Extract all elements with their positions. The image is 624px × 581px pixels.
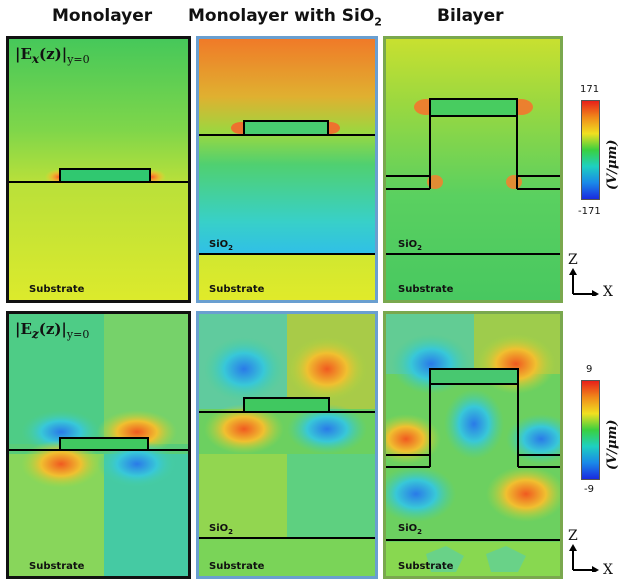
sio2-label: SiO2 xyxy=(209,239,234,252)
axis-x-label: X xyxy=(603,562,613,578)
axis-arrows-icon xyxy=(569,268,599,296)
substrate-label: Substrate xyxy=(29,284,85,295)
field-label-ez: |Ez(z)|y=0 xyxy=(15,320,90,341)
substrate-label: Substrate xyxy=(398,284,454,295)
colorbar-max-ex: 171 xyxy=(580,84,600,95)
field-label-ex: |Ex(z)|y=0 xyxy=(15,45,90,66)
column-title-bilayer: Bilayer xyxy=(437,6,504,26)
substrate-label: Substrate xyxy=(29,561,85,572)
axis-z-label: Z xyxy=(568,252,578,268)
panel-ez-bilayer: SiO2 Substrate xyxy=(383,311,563,579)
axis-z-label: Z xyxy=(568,528,578,544)
substrate-label: Substrate xyxy=(398,561,454,572)
panel-ez-monolayer-sio2: SiO2 Substrate xyxy=(196,311,378,579)
colorbar-min-ez: -9 xyxy=(584,484,594,495)
sio2-label: SiO2 xyxy=(398,239,423,252)
panel-ex-monolayer-sio2: SiO2 Substrate xyxy=(196,36,378,303)
axis-x-label: X xyxy=(603,284,613,300)
sio2-label: SiO2 xyxy=(209,523,234,536)
substrate-label: Substrate xyxy=(209,284,265,295)
column-title-monolayer-sio2: Monolayer with SiO2 xyxy=(188,6,382,29)
colorbar-ex xyxy=(581,100,600,200)
axis-arrows-icon xyxy=(569,544,599,572)
colorbar-ez xyxy=(581,380,600,480)
colorbar-max-ez: 9 xyxy=(586,364,593,375)
panel-ex-bilayer: SiO2 Substrate xyxy=(383,36,563,303)
sio2-label: SiO2 xyxy=(398,523,423,536)
panel-ez-monolayer: |Ez(z)|y=0 Substrate xyxy=(6,311,191,579)
panel-ex-monolayer: |Ex(z)|y=0 Substrate xyxy=(6,36,191,303)
substrate-label: Substrate xyxy=(209,561,265,572)
colorbar-min-ex: -171 xyxy=(578,206,601,217)
column-title-monolayer: Monolayer xyxy=(52,6,153,26)
colorbar-unit-ex: (V/μm) xyxy=(605,139,620,190)
colorbar-unit-ez: (V/μm) xyxy=(605,419,620,470)
